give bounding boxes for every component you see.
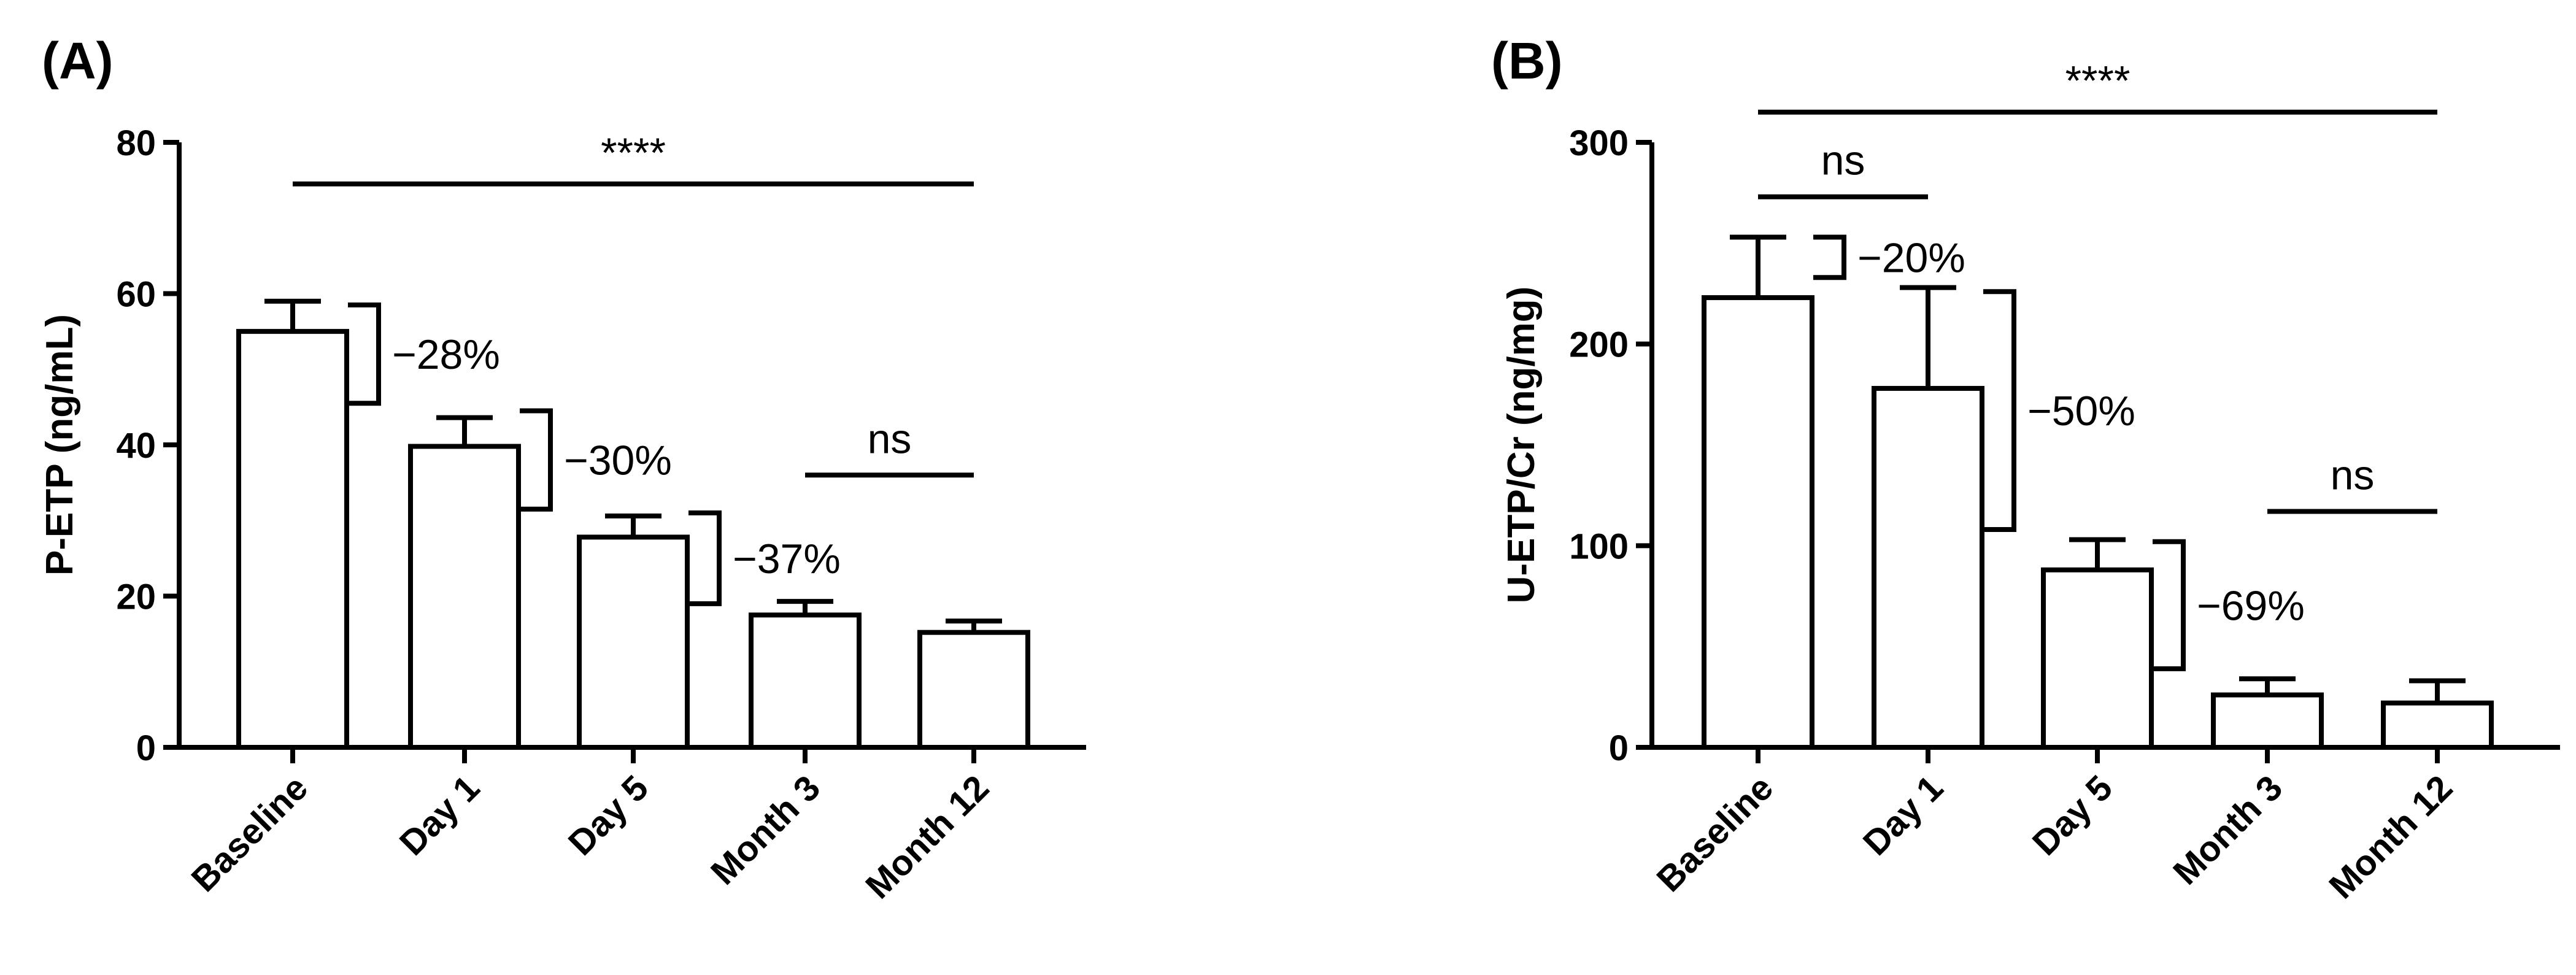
chart-b-category-label: Baseline	[1649, 768, 1781, 900]
chart-a-change-bracket	[520, 408, 553, 512]
chart-a-bar	[236, 329, 349, 750]
chart-a-y-tick-label: 80	[116, 123, 156, 163]
chart-b-bar	[1872, 385, 1984, 750]
chart-a-bar	[749, 612, 862, 750]
chart-b-bar	[2381, 700, 2494, 750]
chart-b-panel-label: (B)	[1491, 32, 1563, 90]
chart-b-category-label: Month 12	[2321, 768, 2460, 906]
chart-a-change-bracket	[688, 510, 722, 606]
chart-b-significance-label: ns	[2331, 452, 2375, 498]
chart-b-y-tick-label: 200	[1569, 325, 1629, 365]
chart-a-significance-label: ns	[868, 415, 912, 462]
chart-a-category-label: Baseline	[184, 768, 316, 900]
chart-a-panel-label: (A)	[42, 32, 114, 90]
chart-a-y-tick-label: 60	[116, 275, 156, 315]
chart-a-category-label: Month 3	[703, 768, 828, 892]
chart-a-y-tick-label: 40	[116, 426, 156, 466]
chart-a-y-axis-title: P-ETP (ng/mL)	[39, 314, 81, 576]
chart-a-category-label: Day 1	[392, 768, 487, 863]
chart-a-change-label: −30%	[564, 437, 672, 484]
chart-a-bar	[917, 630, 1030, 750]
chart-a-category-label: Month 12	[858, 768, 997, 906]
chart-a: (A) P-ETP (ng/mL) 0 20 40 60 80 Baseline Day 1 Da…	[39, 32, 1086, 906]
chart-b-change-bracket	[1983, 289, 2016, 533]
chart-b-change-bracket	[2153, 539, 2186, 671]
chart-a-change-bracket	[348, 302, 381, 406]
chart-b-category-label: Day 1	[1856, 768, 1951, 863]
chart-b-y-tick-label: 100	[1569, 526, 1629, 566]
chart-b-bar	[1702, 295, 1814, 750]
chart-b-bar	[2041, 567, 2154, 750]
chart-a-bar	[577, 534, 690, 750]
chart-a-category-label: Day 5	[561, 768, 656, 863]
chart-b-y-tick-label: 300	[1569, 123, 1629, 163]
chart-b-significance-label: ****	[2065, 58, 2131, 104]
chart-b-change-label: −50%	[2027, 388, 2135, 434]
chart-a-y-tick-label: 0	[136, 728, 156, 768]
chart-b-significance-label: ns	[1821, 137, 1865, 184]
chart-b-bar	[2211, 692, 2324, 750]
chart-b: (B) U-ETP/Cr (ng/mg) 0 100 200 300 Baseline Day…	[1491, 32, 2560, 906]
chart-b-change-bracket	[1813, 234, 1846, 280]
chart-a-change-label: −28%	[392, 331, 500, 378]
chart-a-bar	[408, 444, 521, 750]
chart-b-y-axis-title: U-ETP/Cr (ng/mg)	[1500, 287, 1543, 604]
chart-b-change-label: −69%	[2197, 582, 2305, 629]
chart-a-y-tick-label: 20	[116, 577, 156, 617]
chart-a-change-label: −37%	[733, 536, 841, 582]
chart-b-category-label: Day 5	[2025, 768, 2120, 863]
chart-b-category-label: Month 3	[2165, 768, 2290, 892]
chart-b-y-tick-label: 0	[1609, 728, 1629, 768]
chart-b-change-label: −20%	[1857, 234, 1965, 281]
chart-a-significance-label: ****	[601, 129, 666, 176]
